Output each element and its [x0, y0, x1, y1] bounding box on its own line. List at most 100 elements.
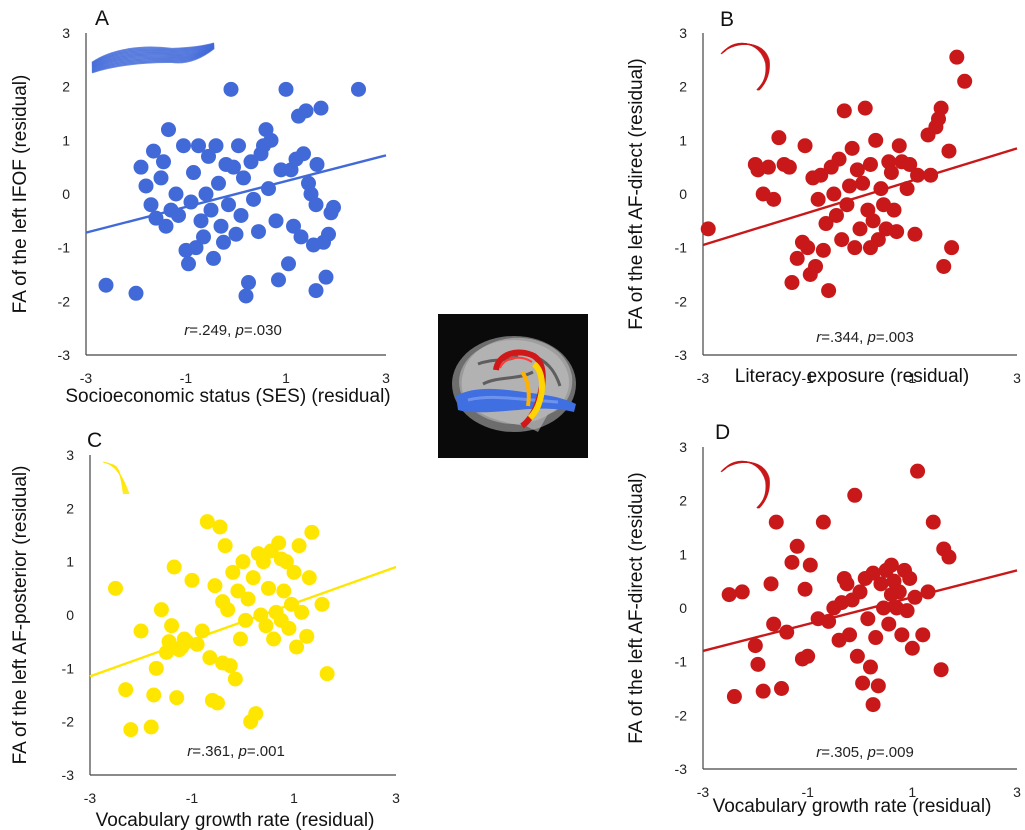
data-point: [143, 197, 159, 213]
scatter-panel-d: -3 -2 -1 0 1 2 3 -3 -1 1 3 Dr=.305, p=.009 Vocabular…: [626, 421, 1021, 817]
data-point: [143, 719, 159, 735]
data-point: [231, 138, 246, 154]
data-point: [230, 583, 246, 599]
data-point: [797, 138, 813, 154]
data-point: [834, 232, 850, 248]
x-tick-label: 3: [1013, 784, 1021, 800]
data-point: [855, 175, 871, 191]
data-point: [886, 202, 902, 218]
y-tick-label: -2: [58, 293, 71, 309]
r-symbol: r: [184, 322, 190, 339]
data-point: [849, 162, 865, 178]
data-point: [808, 258, 824, 274]
data-point: [276, 583, 292, 599]
data-point: [148, 660, 164, 676]
data-point: [891, 138, 907, 154]
y-tick-label: 0: [62, 186, 70, 202]
x-axis-label: Socioeconomic status (SES) (residual): [65, 386, 390, 407]
data-point: [747, 638, 763, 654]
data-point: [210, 695, 225, 711]
data-point: [108, 580, 123, 596]
data-point: [133, 159, 149, 175]
data-point: [289, 639, 305, 655]
data-point: [789, 538, 805, 554]
panel-label: B: [720, 8, 734, 31]
x-tick-label: 1: [908, 370, 916, 386]
data-point: [281, 620, 297, 636]
y-tick-label: 1: [66, 554, 74, 570]
data-point: [883, 557, 899, 573]
data-point: [883, 587, 899, 603]
p-symbol: p: [866, 329, 875, 346]
data-point: [852, 584, 868, 600]
data-point: [245, 570, 261, 586]
data-point: [286, 564, 302, 580]
data-point: [268, 213, 284, 229]
y-tick-label: 2: [679, 493, 687, 509]
x-tick-label: -3: [697, 370, 710, 386]
data-point: [161, 634, 177, 650]
data-point: [226, 159, 241, 175]
data-point: [223, 81, 239, 97]
data-point: [726, 689, 742, 705]
data-point: [876, 600, 892, 616]
p-value: =.030: [244, 322, 282, 339]
data-point: [266, 631, 282, 647]
data-point: [301, 570, 317, 586]
data-point: [128, 285, 144, 301]
data-point: [232, 631, 248, 647]
r-symbol: r: [816, 744, 822, 761]
y-tick-label: 3: [679, 25, 687, 41]
data-point: [215, 655, 231, 671]
p-symbol: p: [237, 743, 246, 760]
data-point: [862, 240, 878, 256]
y-tick-label: -3: [675, 761, 688, 777]
tract-inset-af-direct-icon: [720, 42, 770, 91]
data-point: [860, 611, 876, 627]
data-point: [889, 224, 905, 240]
panel-label: C: [87, 429, 102, 452]
data-point: [184, 572, 200, 588]
data-point: [283, 596, 299, 612]
data-point: [326, 199, 341, 215]
data-point: [286, 218, 301, 234]
r-value: =.361,: [192, 743, 238, 760]
data-point: [865, 697, 881, 713]
data-point: [199, 514, 215, 530]
data-point: [235, 554, 251, 570]
x-tick-label: 3: [1013, 370, 1021, 386]
data-point: [873, 181, 889, 197]
data-point: [923, 167, 939, 183]
scatter-panel-b: -3 -2 -1 0 1 2 3 -3 -1 1 3 Br=.344, p=.003 Literacy …: [626, 8, 1021, 387]
data-point: [910, 167, 926, 183]
data-point: [910, 463, 926, 479]
data-point: [166, 559, 182, 575]
data-point: [936, 258, 952, 274]
r-value: =.305,: [821, 744, 867, 761]
data-point: [309, 156, 325, 172]
stats-annotation: r=.249, p=.030: [184, 322, 282, 339]
panel-label: A: [95, 7, 109, 30]
data-point: [931, 111, 946, 127]
scatter-panel-a: -3 -2 -1 0 1 2 3 -3 -1 1 3 Ar=.249, p=.030 Socioecon…: [10, 7, 391, 407]
data-point: [251, 224, 266, 240]
data-point: [301, 175, 316, 191]
data-point: [212, 519, 228, 535]
data-point: [836, 103, 852, 119]
data-point: [308, 283, 324, 299]
data-point: [920, 584, 936, 600]
data-point: [899, 603, 915, 619]
y-tick-label: 2: [62, 79, 70, 95]
regression-line: [702, 569, 1018, 653]
data-point: [763, 576, 779, 592]
data-point: [298, 103, 314, 119]
r-value: =.249,: [189, 322, 235, 339]
p-symbol: p: [866, 744, 875, 761]
data-point: [883, 165, 899, 181]
data-point: [171, 207, 186, 223]
p-value: =.009: [876, 744, 914, 761]
data-point: [862, 156, 878, 172]
data-point: [238, 612, 254, 628]
data-point: [902, 570, 918, 586]
